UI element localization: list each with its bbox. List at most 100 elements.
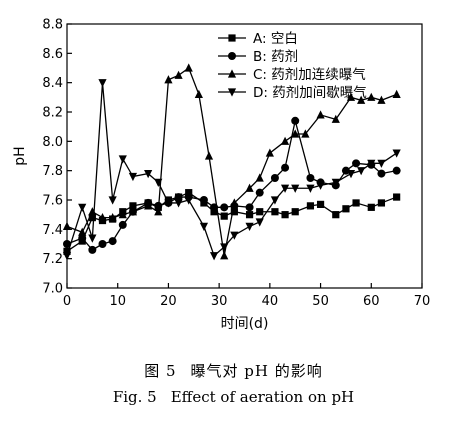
data-point (128, 207, 138, 216)
data-point (392, 166, 401, 175)
data-point (256, 208, 264, 216)
data-point (377, 199, 386, 207)
data-point (245, 203, 254, 212)
data-point (270, 196, 280, 205)
data-point (98, 240, 107, 248)
data-point (377, 169, 386, 178)
data-point (255, 188, 264, 197)
data-point (280, 136, 290, 145)
data-point (220, 203, 229, 212)
data-point (352, 199, 360, 207)
x-tick-label: 70 (414, 294, 431, 309)
data-point (332, 211, 340, 219)
data-point (306, 202, 315, 210)
data-point (204, 151, 214, 160)
figure-caption-english: Fig. 5 Effect of aeration on pH (0, 388, 467, 406)
data-point (199, 222, 209, 231)
data-point (281, 163, 290, 172)
data-point (184, 196, 193, 205)
y-tick-label: 8.2 (42, 106, 63, 121)
x-tick-label: 40 (262, 294, 279, 309)
data-point (184, 63, 193, 72)
data-point (63, 240, 71, 248)
data-point (346, 170, 356, 179)
x-tick-label: 20 (160, 294, 177, 309)
data-point (316, 181, 325, 190)
data-point (154, 178, 163, 187)
data-point (245, 183, 254, 192)
legend-entry-c: C: 药剂加连续曝气 (218, 67, 366, 83)
data-point (199, 196, 208, 204)
data-point (255, 173, 264, 182)
data-point (78, 227, 87, 236)
data-point (306, 184, 315, 193)
plot-frame (66, 23, 423, 289)
data-point (154, 207, 163, 216)
data-point (392, 149, 401, 158)
data-point (377, 95, 386, 104)
data-point (306, 174, 315, 182)
data-point (209, 252, 219, 261)
x-tick-label: 50 (312, 294, 329, 309)
series-d (62, 79, 401, 261)
data-point (357, 95, 366, 104)
legend-label: A: 空白 (253, 31, 298, 47)
data-point (301, 129, 310, 138)
data-point (357, 167, 366, 176)
legend-marker (228, 52, 236, 60)
data-point (220, 243, 229, 252)
data-point (280, 184, 290, 193)
y-tick-label: 7.6 (42, 194, 63, 209)
data-point (352, 159, 361, 168)
series-line (66, 191, 397, 252)
data-point (393, 193, 401, 201)
data-point (316, 110, 325, 119)
data-point (144, 201, 153, 210)
data-point (88, 214, 96, 222)
x-axis-label: 时间(d) (221, 316, 269, 332)
data-point (271, 208, 279, 216)
legend-label: C: 药剂加连续曝气 (253, 67, 366, 83)
data-point (392, 89, 401, 98)
legend-label: B: 药剂 (253, 49, 298, 65)
x-tick-label: 0 (63, 294, 71, 309)
y-tick-label: 7.0 (42, 282, 63, 297)
figure-title-chinese: 曝气对 pH 的影响 (190, 362, 323, 380)
data-point (144, 170, 153, 179)
data-point (316, 200, 325, 208)
y-tick-label: 7.8 (42, 164, 63, 179)
data-point (63, 247, 71, 255)
data-point (108, 237, 117, 246)
data-point (331, 114, 340, 123)
data-point (265, 148, 274, 157)
data-point (291, 116, 300, 125)
figure-label-english: Fig. 5 (112, 388, 157, 406)
data-point (367, 203, 375, 211)
data-point (174, 193, 183, 202)
y-tick-label: 7.2 (42, 252, 63, 267)
data-point (185, 189, 193, 197)
y-tick-label: 8.0 (42, 135, 63, 150)
data-point (118, 220, 127, 229)
data-point (164, 75, 173, 84)
data-point (210, 208, 218, 216)
legend-entry-d: D: 药剂加间歇曝气 (218, 85, 367, 101)
legend-marker (227, 69, 237, 78)
data-point (346, 92, 356, 101)
y-tick-label: 8.4 (42, 76, 63, 91)
data-point (78, 203, 87, 212)
data-point (331, 178, 340, 187)
y-tick-label: 8.6 (42, 47, 63, 62)
x-tick-label: 10 (109, 294, 126, 309)
data-point (194, 89, 203, 98)
data-point (341, 166, 350, 175)
data-point (230, 208, 238, 216)
data-point (342, 205, 350, 213)
data-point (230, 198, 239, 207)
ph-line-chart: 0 10 20 30 40 50 60 70 7.0 7.2 7.4 7.6 7.8 8.0 8.2 8.4 8… (12, 18, 431, 333)
data-point (129, 202, 137, 210)
data-point (88, 234, 97, 243)
legend-label: D: 药剂加间歇曝气 (253, 85, 367, 101)
data-point (118, 155, 127, 164)
data-point (220, 251, 229, 260)
